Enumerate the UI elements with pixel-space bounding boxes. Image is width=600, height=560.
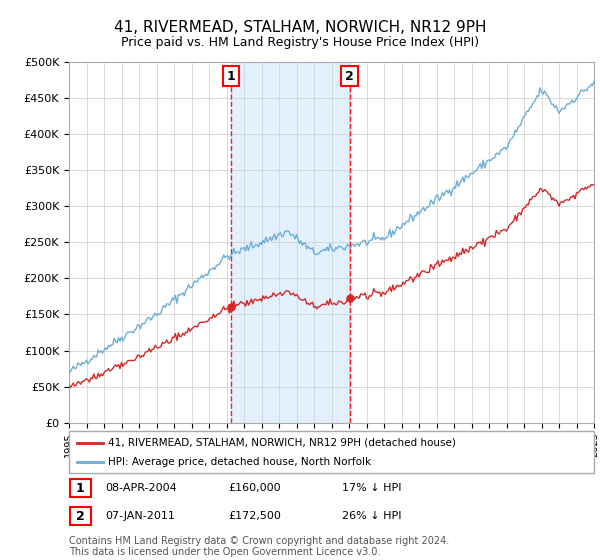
Text: 2: 2 xyxy=(345,69,354,82)
Text: 41, RIVERMEAD, STALHAM, NORWICH, NR12 9PH (detached house): 41, RIVERMEAD, STALHAM, NORWICH, NR12 9P… xyxy=(109,437,456,447)
Text: £160,000: £160,000 xyxy=(228,483,281,493)
Text: 1: 1 xyxy=(76,482,85,495)
FancyBboxPatch shape xyxy=(69,431,594,473)
Text: 41, RIVERMEAD, STALHAM, NORWICH, NR12 9PH: 41, RIVERMEAD, STALHAM, NORWICH, NR12 9P… xyxy=(114,20,486,35)
Text: 2: 2 xyxy=(76,510,85,523)
FancyBboxPatch shape xyxy=(70,507,91,525)
FancyBboxPatch shape xyxy=(70,479,91,497)
Text: 1: 1 xyxy=(227,69,236,82)
Text: Contains HM Land Registry data © Crown copyright and database right 2024.
This d: Contains HM Land Registry data © Crown c… xyxy=(69,535,449,557)
Text: 26% ↓ HPI: 26% ↓ HPI xyxy=(342,511,401,521)
Text: 07-JAN-2011: 07-JAN-2011 xyxy=(105,511,175,521)
Text: £172,500: £172,500 xyxy=(228,511,281,521)
Text: 08-APR-2004: 08-APR-2004 xyxy=(105,483,177,493)
Text: 17% ↓ HPI: 17% ↓ HPI xyxy=(342,483,401,493)
Text: HPI: Average price, detached house, North Norfolk: HPI: Average price, detached house, Nort… xyxy=(109,457,371,467)
Bar xyxy=(231,62,350,423)
Text: Price paid vs. HM Land Registry's House Price Index (HPI): Price paid vs. HM Land Registry's House … xyxy=(121,36,479,49)
